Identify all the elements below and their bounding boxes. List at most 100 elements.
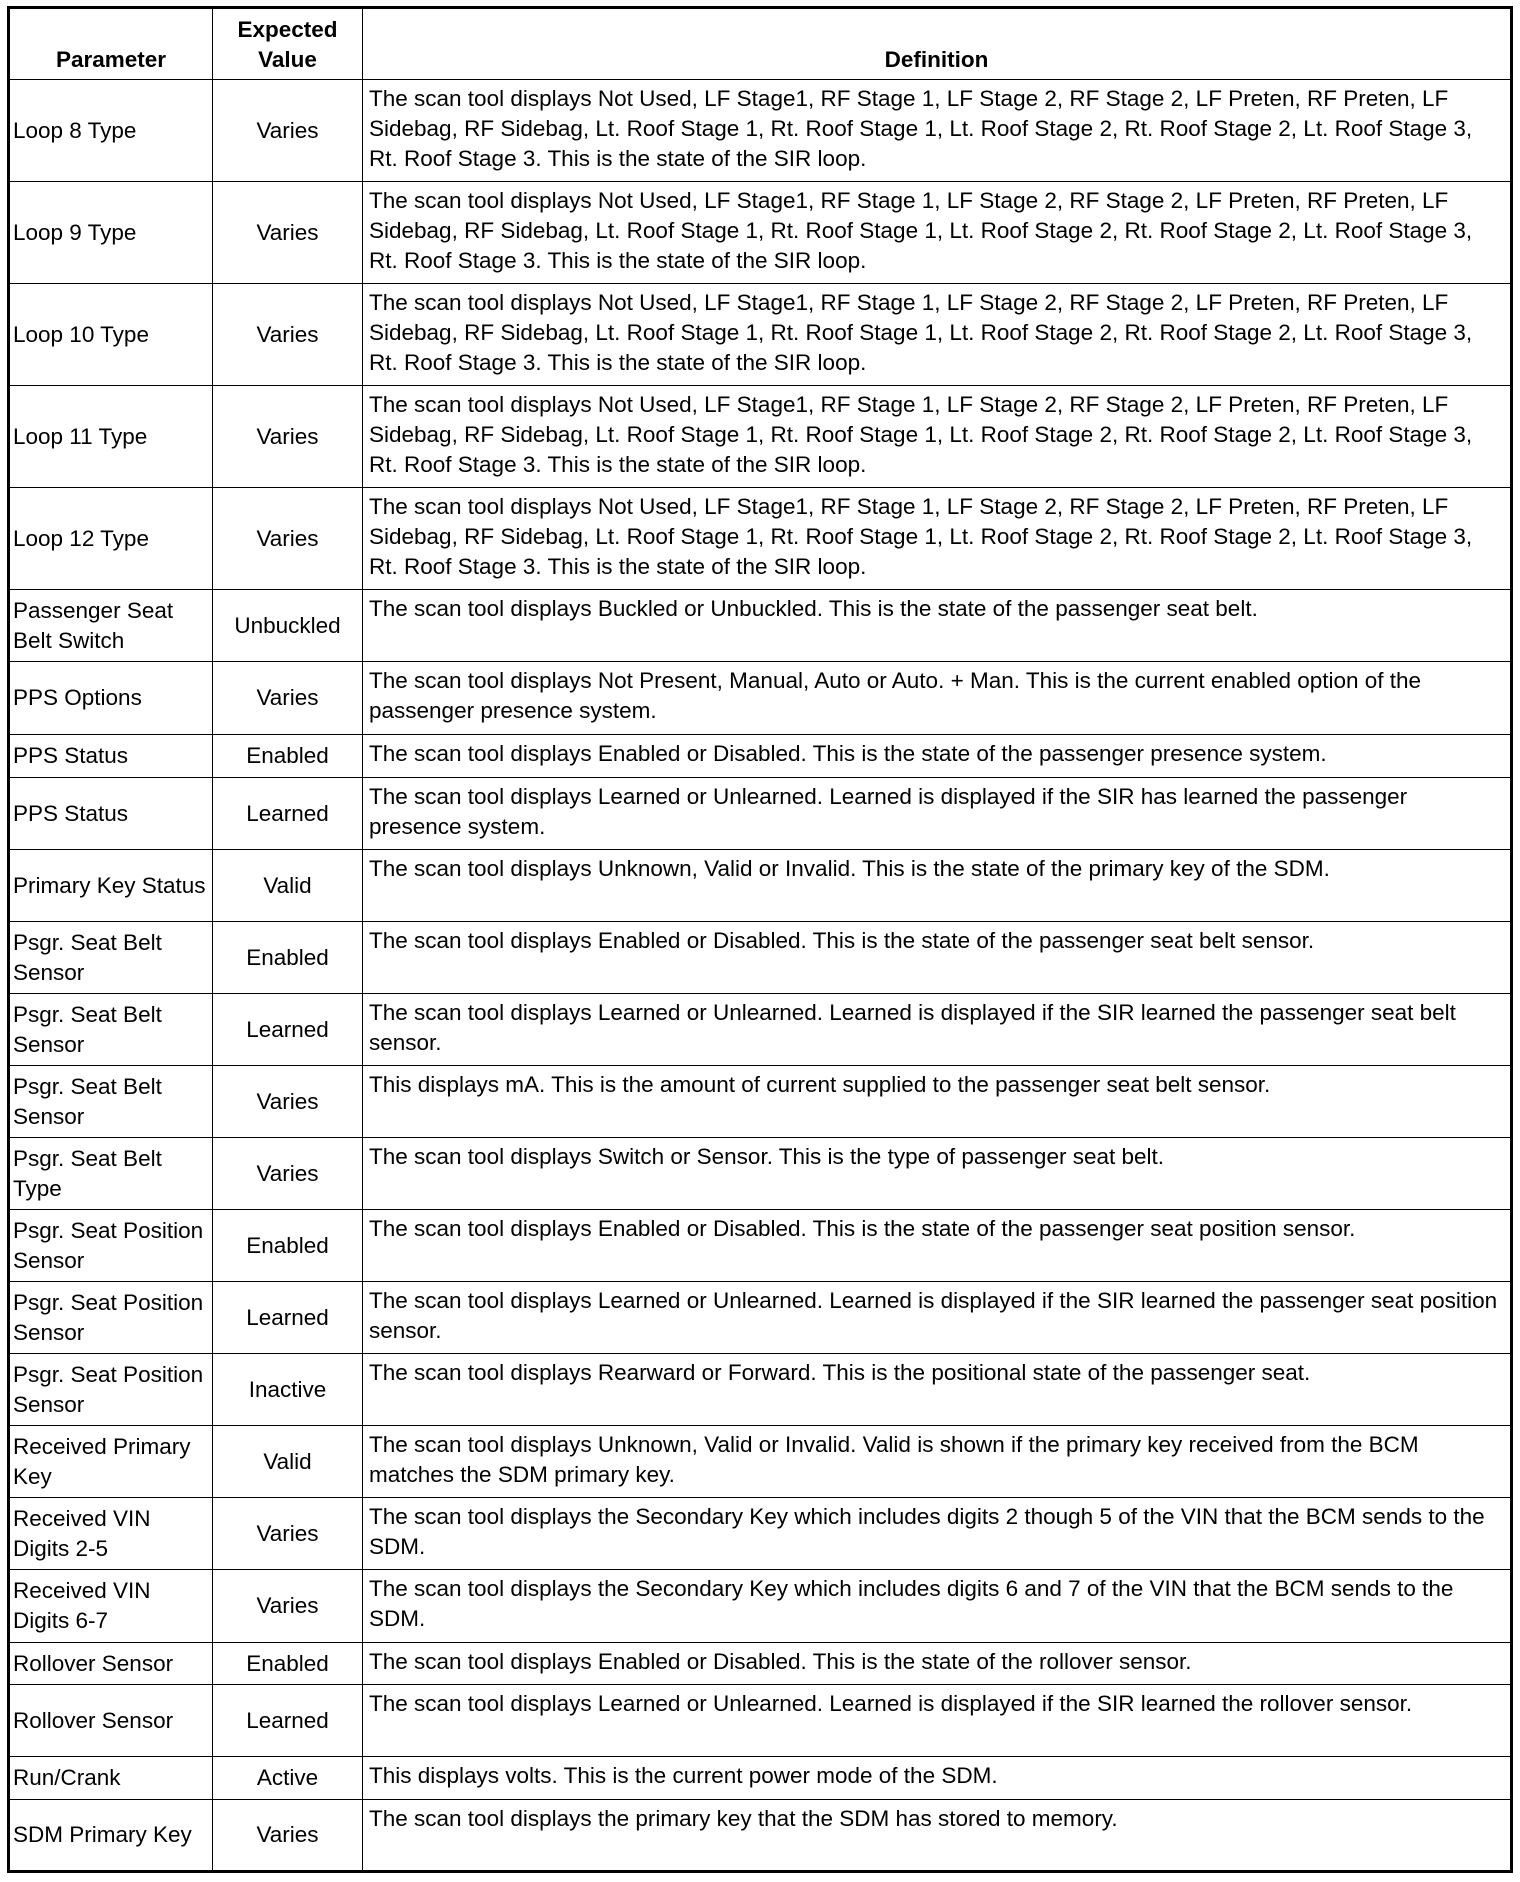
parameter-cell: PPS Status	[8, 734, 213, 778]
definition-cell: The scan tool displays Not Used, LF Stag…	[362, 181, 1512, 284]
table-row: Rollover Sensor Enabled The scan tool disp…	[8, 1642, 1512, 1685]
table-row: Received VIN Digits 2-5 Varies The scan to…	[8, 1497, 1512, 1570]
table-row: PPS Status Learned The scan tool displays …	[8, 777, 1512, 850]
expected-value-cell: Enabled	[212, 1209, 363, 1282]
expected-value-cell: Varies	[212, 1569, 363, 1643]
parameter-cell: Rollover Sensor	[8, 1642, 213, 1685]
expected-value-cell: Learned	[212, 1684, 363, 1757]
definition-cell: The scan tool displays the Secondary Key…	[362, 1569, 1512, 1643]
definition-cell: The scan tool displays Not Used, LF Stag…	[362, 79, 1512, 182]
parameter-cell: Loop 9 Type	[8, 181, 213, 284]
table-row: Psgr. Seat Position Sensor Learned The sca…	[8, 1281, 1512, 1354]
parameter-cell: Psgr. Seat Belt Sensor	[8, 1065, 213, 1138]
definition-cell: The scan tool displays Learned or Unlear…	[362, 1684, 1512, 1757]
parameter-cell: Received VIN Digits 2-5	[8, 1497, 213, 1570]
expected-value-cell: Varies	[212, 181, 363, 284]
header-parameter: Parameter	[8, 7, 213, 80]
definition-cell: The scan tool displays Rearward or Forwa…	[362, 1353, 1512, 1426]
expected-value-cell: Varies	[212, 1799, 363, 1872]
table-row: Received Primary Key Valid The scan tool d…	[8, 1425, 1512, 1498]
expected-value-cell: Varies	[212, 1137, 363, 1210]
table-row: Psgr. Seat Position Sensor Enabled The sca…	[8, 1209, 1512, 1282]
parameter-cell: Psgr. Seat Belt Sensor	[8, 921, 213, 994]
parameter-cell: PPS Options	[8, 661, 213, 735]
parameter-cell: Primary Key Status	[8, 849, 213, 922]
expected-value-cell: Enabled	[212, 734, 363, 778]
definition-cell: The scan tool displays Enabled or Disabl…	[362, 1209, 1512, 1282]
expected-value-cell: Varies	[212, 1497, 363, 1570]
table-row: Loop 12 Type Varies The scan tool displays…	[8, 487, 1512, 590]
expected-value-cell: Varies	[212, 1065, 363, 1138]
parameter-table: Parameter Expected Value Definition Loop…	[7, 6, 1513, 1873]
expected-value-cell: Valid	[212, 849, 363, 922]
definition-cell: The scan tool displays Enabled or Disabl…	[362, 734, 1512, 778]
table-row: Psgr. Seat Belt Sensor Varies This display…	[8, 1065, 1512, 1138]
table-row: Loop 10 Type Varies The scan tool displays…	[8, 283, 1512, 386]
definition-cell: The scan tool displays Not Used, LF Stag…	[362, 487, 1512, 590]
expected-value-cell: Varies	[212, 283, 363, 386]
table-row: Loop 11 Type Varies The scan tool displays…	[8, 385, 1512, 488]
parameter-cell: Run/Crank	[8, 1756, 213, 1800]
definition-cell: The scan tool displays Unknown, Valid or…	[362, 1425, 1512, 1498]
table-row: Rollover Sensor Learned The scan tool disp…	[8, 1684, 1512, 1757]
definition-cell: The scan tool displays Learned or Unlear…	[362, 777, 1512, 850]
expected-value-cell: Learned	[212, 1281, 363, 1354]
table-row: Run/Crank Active This displays volts. This…	[8, 1756, 1512, 1800]
parameter-cell: Loop 12 Type	[8, 487, 213, 590]
expected-value-cell: Valid	[212, 1425, 363, 1498]
expected-value-cell: Learned	[212, 993, 363, 1066]
header-definition: Definition	[362, 7, 1512, 80]
definition-cell: The scan tool displays Learned or Unlear…	[362, 1281, 1512, 1354]
parameter-cell: Loop 10 Type	[8, 283, 213, 386]
definition-cell: The scan tool displays Not Used, LF Stag…	[362, 283, 1512, 386]
table-row: Psgr. Seat Belt Sensor Enabled The scan to…	[8, 921, 1512, 994]
table-row: Primary Key Status Valid The scan tool dis…	[8, 849, 1512, 922]
parameter-cell: Received VIN Digits 6-7	[8, 1569, 213, 1643]
table-row: Received VIN Digits 6-7 Varies The scan to…	[8, 1569, 1512, 1643]
definition-cell: The scan tool displays Enabled or Disabl…	[362, 921, 1512, 994]
definition-cell: The scan tool displays Learned or Unlear…	[362, 993, 1512, 1066]
definition-cell: The scan tool displays Buckled or Unbuck…	[362, 589, 1512, 662]
expected-value-cell: Varies	[212, 487, 363, 590]
table-row: Psgr. Seat Belt Type Varies The scan tool …	[8, 1137, 1512, 1210]
definition-cell: This displays volts. This is the current…	[362, 1756, 1512, 1800]
definition-cell: The scan tool displays Switch or Sensor.…	[362, 1137, 1512, 1210]
table-row: PPS Options Varies The scan tool displays …	[8, 661, 1512, 735]
parameter-cell: Psgr. Seat Position Sensor	[8, 1281, 213, 1354]
definition-cell: The scan tool displays Not Present, Manu…	[362, 661, 1512, 735]
parameter-cell: Psgr. Seat Belt Type	[8, 1137, 213, 1210]
parameter-cell: Rollover Sensor	[8, 1684, 213, 1757]
parameter-cell: Psgr. Seat Belt Sensor	[8, 993, 213, 1066]
parameter-cell: Psgr. Seat Position Sensor	[8, 1353, 213, 1426]
expected-value-cell: Inactive	[212, 1353, 363, 1426]
parameter-cell: Loop 8 Type	[8, 79, 213, 182]
expected-value-cell: Unbuckled	[212, 589, 363, 662]
table-row: Loop 8 Type Varies The scan tool displays …	[8, 79, 1512, 182]
table-row: Psgr. Seat Belt Sensor Learned The scan to…	[8, 993, 1512, 1066]
parameter-cell: Loop 11 Type	[8, 385, 213, 488]
expected-value-cell: Enabled	[212, 1642, 363, 1685]
table-row: PPS Status Enabled The scan tool displays …	[8, 734, 1512, 778]
expected-value-cell: Enabled	[212, 921, 363, 994]
expected-value-cell: Varies	[212, 385, 363, 488]
parameter-cell: PPS Status	[8, 777, 213, 850]
table-row: SDM Primary Key Varies The scan tool displ…	[8, 1799, 1512, 1872]
expected-value-cell: Varies	[212, 661, 363, 735]
definition-cell: The scan tool displays Unknown, Valid or…	[362, 849, 1512, 922]
definition-cell: This displays mA. This is the amount of …	[362, 1065, 1512, 1138]
expected-value-cell: Varies	[212, 79, 363, 182]
parameter-cell: SDM Primary Key	[8, 1799, 213, 1872]
definition-cell: The scan tool displays the Secondary Key…	[362, 1497, 1512, 1570]
definition-cell: The scan tool displays the primary key t…	[362, 1799, 1512, 1872]
parameter-cell: Received Primary Key	[8, 1425, 213, 1498]
expected-value-cell: Active	[212, 1756, 363, 1800]
definition-cell: The scan tool displays Enabled or Disabl…	[362, 1642, 1512, 1685]
definition-cell: The scan tool displays Not Used, LF Stag…	[362, 385, 1512, 488]
table-row: Loop 9 Type Varies The scan tool displays …	[8, 181, 1512, 284]
header-row: Parameter Expected Value Definition	[8, 7, 1512, 80]
parameter-cell: Psgr. Seat Position Sensor	[8, 1209, 213, 1282]
header-expected-value: Expected Value	[212, 7, 363, 80]
parameter-cell: Passenger Seat Belt Switch	[8, 589, 213, 662]
table-row: Psgr. Seat Position Sensor Inactive The sc…	[8, 1353, 1512, 1426]
table-row: Passenger Seat Belt Switch Unbuckled The s…	[8, 589, 1512, 662]
